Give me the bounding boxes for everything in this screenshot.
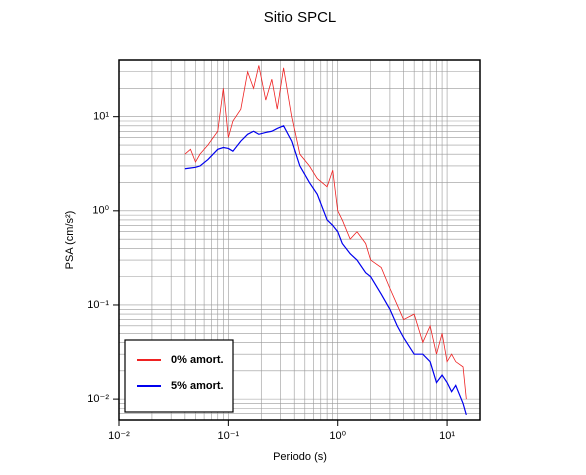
y-axis-label: PSA (cm/s²)	[64, 211, 76, 270]
x-tick-label: 10¹	[439, 430, 455, 442]
chart-title: Sitio SPCL	[264, 9, 337, 26]
x-axis-label: Periodo (s)	[273, 451, 327, 463]
legend-label: 5% amort.	[171, 380, 224, 392]
x-tick-label: 10⁻²	[108, 430, 130, 442]
series-line	[184, 125, 467, 416]
legend-box	[124, 339, 234, 413]
series-line	[184, 65, 467, 400]
legend-label: 0% amort.	[171, 354, 224, 366]
x-tick-label: 10⁰	[329, 430, 346, 442]
y-tick-label: 10⁰	[92, 205, 109, 217]
x-tick-label: 10⁻¹	[218, 430, 240, 442]
y-tick-label: 10⁻²	[87, 393, 109, 405]
y-tick-label: 10¹	[93, 111, 109, 123]
y-tick-label: 10⁻¹	[87, 299, 109, 311]
plot-frame	[118, 59, 481, 421]
